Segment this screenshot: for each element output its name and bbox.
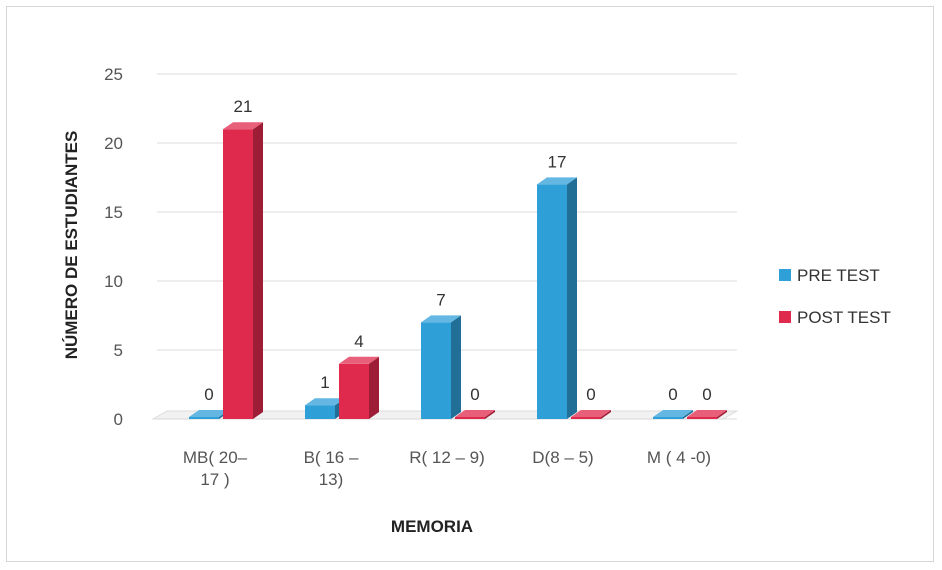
x-axis-title: MEMORIA	[391, 517, 473, 536]
data-label-post-test-4: 0	[702, 385, 711, 404]
bar-top	[189, 410, 229, 417]
bar-front	[687, 417, 717, 419]
data-label-pre-test-1: 1	[320, 373, 329, 392]
bar-front	[653, 417, 683, 419]
legend-item-pre-test: PRE TEST	[779, 266, 880, 285]
legend-swatch	[779, 311, 791, 323]
bar-front	[339, 363, 369, 419]
data-label-post-test-3: 0	[586, 385, 595, 404]
bar-front	[571, 417, 601, 419]
x-tick-label-1: B( 16 –13)	[304, 448, 359, 489]
x-tick-label-2: R( 12 – 9)	[409, 448, 485, 467]
bar-top	[687, 410, 727, 417]
data-label-pre-test-3: 17	[548, 152, 567, 171]
y-tick-label-20: 20	[104, 134, 123, 153]
data-label-post-test-0: 21	[234, 97, 253, 116]
bar-top	[455, 410, 495, 417]
bar-side	[485, 410, 495, 419]
x-tick-label-3: D(8 – 5)	[532, 448, 593, 467]
bar-top	[571, 410, 611, 417]
y-tick-label-0: 0	[114, 410, 123, 429]
bars	[189, 122, 727, 419]
bar-side	[253, 122, 263, 419]
bar-front	[421, 322, 451, 419]
y-tick-label-15: 15	[104, 203, 123, 222]
bar-pre-test-3	[537, 177, 577, 419]
bar-top	[537, 177, 577, 185]
bar-post-test-2	[455, 410, 495, 419]
bar-side	[601, 410, 611, 419]
bar-front	[305, 405, 335, 419]
y-axis-title: NÚMERO DE ESTUDIANTES	[62, 131, 81, 360]
bar-post-test-4	[687, 410, 727, 419]
legend-label: PRE TEST	[797, 266, 880, 285]
bar-front	[189, 417, 219, 419]
legend-label: POST TEST	[797, 308, 891, 327]
bar-side	[717, 410, 727, 419]
bar-front	[455, 417, 485, 419]
bar-top	[339, 356, 379, 364]
y-tick-label-25: 25	[104, 65, 123, 84]
bar-front	[223, 129, 253, 419]
bar-side	[683, 410, 693, 419]
bar-top	[421, 315, 461, 323]
bar-pre-test-4	[653, 410, 693, 419]
data-label-pre-test-2: 7	[436, 290, 445, 309]
bar-post-test-3	[571, 410, 611, 419]
x-tick-label-0: MB( 20– 17 )	[183, 448, 248, 489]
data-label-pre-test-0: 0	[204, 385, 213, 404]
bar-post-test-0	[223, 122, 263, 419]
bar-side	[369, 356, 379, 419]
y-tick-label-10: 10	[104, 272, 123, 291]
bar-top	[653, 410, 693, 417]
bar-post-test-1	[339, 356, 379, 419]
x-tick-label-4: M ( 4 -0)	[647, 448, 711, 467]
bar-top	[223, 122, 263, 130]
chart-frame: 0 5 10 15 20 25 0 21 1 4 7 0 17 0 0 0 MB( 20– 17 ) B( 16…	[6, 6, 934, 562]
legend: PRE TEST POST TEST	[779, 266, 891, 327]
y-axis-ticks: 0 5 10 15 20 25	[104, 65, 123, 429]
legend-item-post-test: POST TEST	[779, 308, 891, 327]
legend-swatch	[779, 269, 791, 281]
data-label-pre-test-4: 0	[668, 385, 677, 404]
bar-front	[537, 184, 567, 419]
bar-pre-test-2	[421, 315, 461, 419]
x-axis-categories: MB( 20– 17 ) B( 16 –13) R( 12 – 9) D(8 – 5) M…	[183, 448, 711, 489]
y-tick-label-5: 5	[114, 341, 123, 360]
bar-side	[567, 177, 577, 419]
bar-top	[305, 398, 345, 406]
data-label-post-test-2: 0	[470, 385, 479, 404]
bar-side	[451, 315, 461, 419]
data-label-post-test-1: 4	[354, 332, 363, 351]
